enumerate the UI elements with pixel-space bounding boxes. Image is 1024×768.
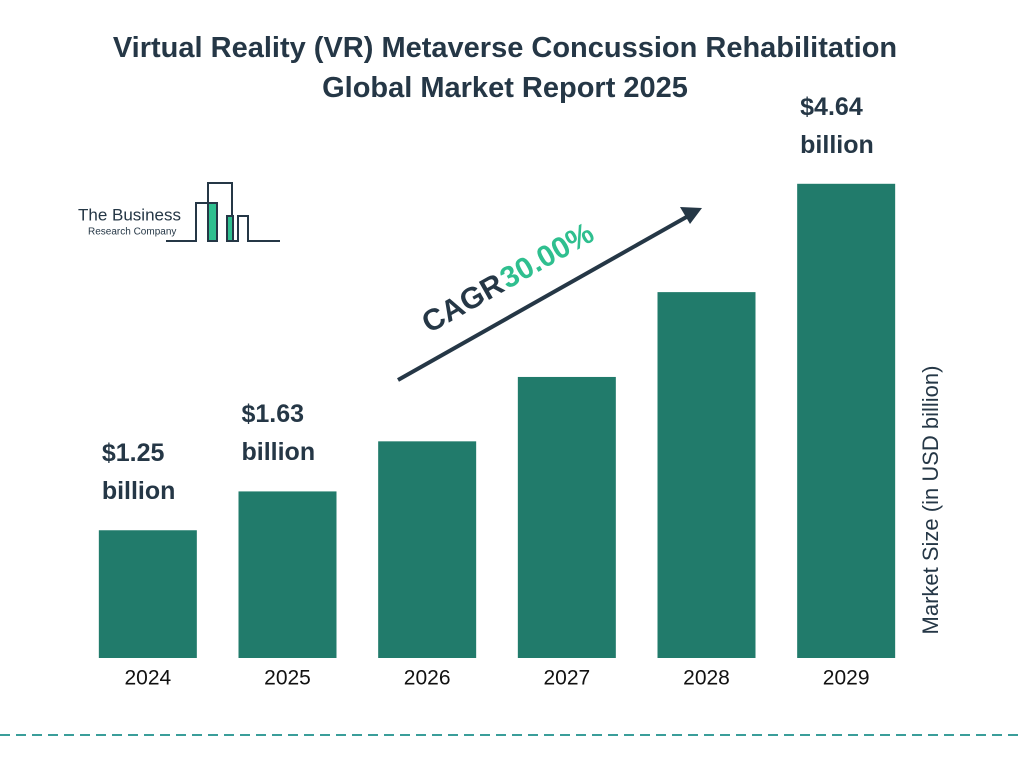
y-axis-label: Market Size (in USD billion) <box>918 366 943 635</box>
cagr-value: 30.00% <box>495 217 600 296</box>
bar <box>238 491 337 658</box>
chart-title: Virtual Reality (VR) Metaverse Concussio… <box>112 32 898 64</box>
bar <box>378 441 477 658</box>
x-tick-label: 2025 <box>264 667 311 690</box>
x-tick-label: 2027 <box>543 667 590 690</box>
x-tick-label: 2026 <box>404 667 451 690</box>
logo <box>166 182 280 242</box>
value-label: $1.25 billion <box>101 439 176 506</box>
logo-subtext: Research Company <box>88 227 176 238</box>
cagr-annotation: CAGR 30.00% <box>416 217 599 340</box>
value-label: $4.64 billion <box>800 92 874 159</box>
x-tick-label: 2024 <box>124 667 171 690</box>
logo-text: The Business <box>78 205 181 224</box>
x-tick-label: 2029 <box>823 667 870 690</box>
cagr-arrow <box>397 213 691 382</box>
cagr-label: CAGR <box>416 267 509 339</box>
chart-title: Global Market Report 2025 <box>322 72 688 104</box>
bar <box>797 183 896 659</box>
x-tick-label: 2028 <box>683 667 730 690</box>
bar <box>657 292 756 658</box>
cagr-arrowhead <box>680 207 702 224</box>
bar <box>517 376 616 658</box>
bar <box>98 530 197 658</box>
value-label: $1.63 billion <box>241 400 316 467</box>
